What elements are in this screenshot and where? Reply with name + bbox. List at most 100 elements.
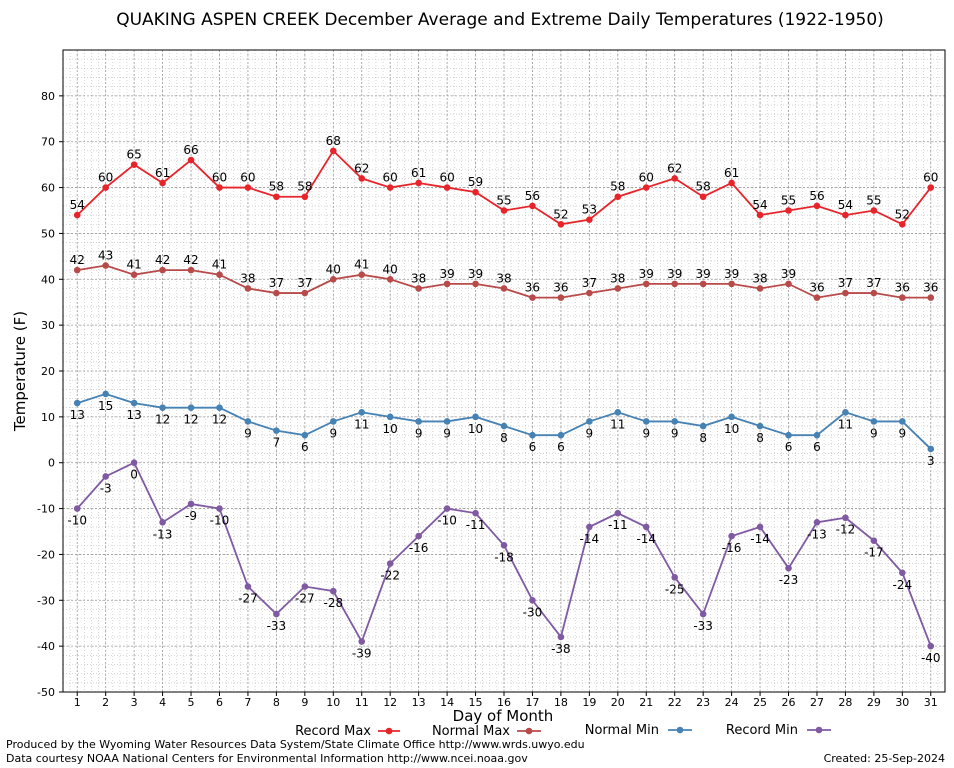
data-point	[699, 422, 707, 430]
data-point	[927, 294, 935, 301]
data-point	[785, 431, 792, 439]
grid	[62, 49, 946, 693]
data-point	[244, 583, 252, 590]
x-tick-label: 23	[696, 696, 710, 709]
data-label: -39	[352, 647, 372, 661]
data-point	[842, 408, 849, 416]
x-tick-label: 2	[102, 696, 109, 709]
data-label: -33	[267, 619, 287, 633]
legend-swatch-marker	[815, 726, 823, 734]
data-label: 68	[326, 134, 341, 148]
data-label: 11	[838, 417, 853, 431]
data-point	[500, 422, 508, 430]
data-point	[216, 184, 223, 191]
x-tick-label: 7	[244, 696, 251, 709]
data-point	[728, 179, 735, 187]
data-point	[386, 560, 394, 567]
x-tick-label: 26	[782, 696, 796, 709]
data-point	[899, 418, 906, 425]
data-label: 9	[415, 426, 423, 440]
data-point	[102, 473, 109, 480]
data-point	[130, 161, 138, 168]
data-point	[273, 193, 280, 201]
data-label: -22	[380, 569, 400, 583]
data-label: -10	[437, 514, 457, 528]
data-point	[159, 179, 166, 187]
data-point	[415, 285, 422, 292]
legend-item: Record Min	[726, 723, 831, 738]
x-tick-label: 4	[159, 696, 166, 709]
data-label: 39	[781, 267, 796, 281]
data-label: 54	[838, 198, 853, 212]
data-label: 13	[70, 408, 85, 422]
data-label: 58	[269, 180, 284, 194]
legend-item: Record Max	[295, 724, 400, 739]
data-label: -27	[238, 592, 258, 606]
data-label: -28	[323, 596, 343, 610]
x-axis-ticks: 1 2 3 4 5 6 7 8 9 10 11 12 13 14 15 16 17 18 19 20 21 22 23 24 2…	[74, 692, 938, 709]
data-label: 61	[724, 166, 739, 180]
data-point	[586, 289, 593, 297]
data-point	[813, 431, 821, 439]
data-point	[159, 266, 166, 274]
data-point	[500, 207, 508, 214]
chart-title: QUAKING ASPEN CREEK December Average and…	[116, 10, 884, 30]
data-label: -25	[665, 582, 685, 596]
data-label: 61	[411, 166, 426, 180]
data-point	[73, 211, 81, 219]
data-label: 9	[899, 426, 907, 440]
x-tick-label: 28	[838, 696, 852, 709]
data-point	[329, 147, 337, 155]
data-label: -30	[523, 605, 543, 619]
data-point	[102, 390, 109, 398]
data-label: 39	[696, 267, 711, 281]
legend-label: Record Max	[295, 724, 371, 739]
data-point	[842, 514, 849, 522]
x-tick-label: 8	[273, 696, 280, 709]
y-tick-label: 70	[41, 136, 55, 149]
data-point	[557, 220, 565, 228]
data-label: 66	[183, 143, 198, 157]
data-label: 62	[667, 161, 682, 175]
data-point	[699, 193, 707, 201]
data-label: 58	[696, 180, 711, 194]
data-point	[244, 418, 252, 425]
data-point	[159, 404, 166, 411]
footer-created-date: Created: 25-Sep-2024	[824, 752, 945, 765]
data-point	[187, 404, 195, 411]
data-point	[244, 285, 252, 292]
data-label: 60	[98, 171, 113, 185]
series-record-max: 54 60 65 61 66 60 60 58 58 68 62 60 61 60 59 55 56 52 53 58…	[70, 134, 938, 228]
data-label: 41	[126, 258, 141, 272]
data-point	[443, 418, 451, 425]
data-point	[870, 207, 878, 214]
data-label: 65	[126, 148, 141, 162]
legend-swatch-marker	[385, 727, 393, 735]
y-tick-label: -20	[37, 548, 55, 561]
data-label: 37	[866, 276, 881, 290]
data-point	[671, 280, 679, 288]
data-label: -33	[693, 619, 713, 633]
data-point	[614, 285, 622, 292]
data-point	[728, 532, 735, 540]
data-point	[415, 532, 422, 540]
data-label: -24	[893, 578, 913, 592]
data-label: 39	[639, 267, 654, 281]
x-tick-label: 17	[525, 696, 539, 709]
data-label: 11	[354, 417, 369, 431]
data-label: 38	[411, 271, 426, 285]
data-label: 41	[212, 258, 227, 272]
data-label: 8	[756, 431, 764, 445]
data-point	[899, 569, 906, 577]
x-tick-label: 24	[725, 696, 739, 709]
data-point	[842, 211, 849, 219]
data-point	[813, 519, 821, 526]
x-tick-label: 30	[895, 696, 909, 709]
x-tick-label: 5	[188, 696, 195, 709]
data-point	[130, 399, 138, 407]
y-tick-label: -50	[37, 686, 55, 699]
data-label: -16	[409, 541, 429, 555]
x-tick-label: 10	[326, 696, 340, 709]
data-label: 9	[870, 426, 878, 440]
